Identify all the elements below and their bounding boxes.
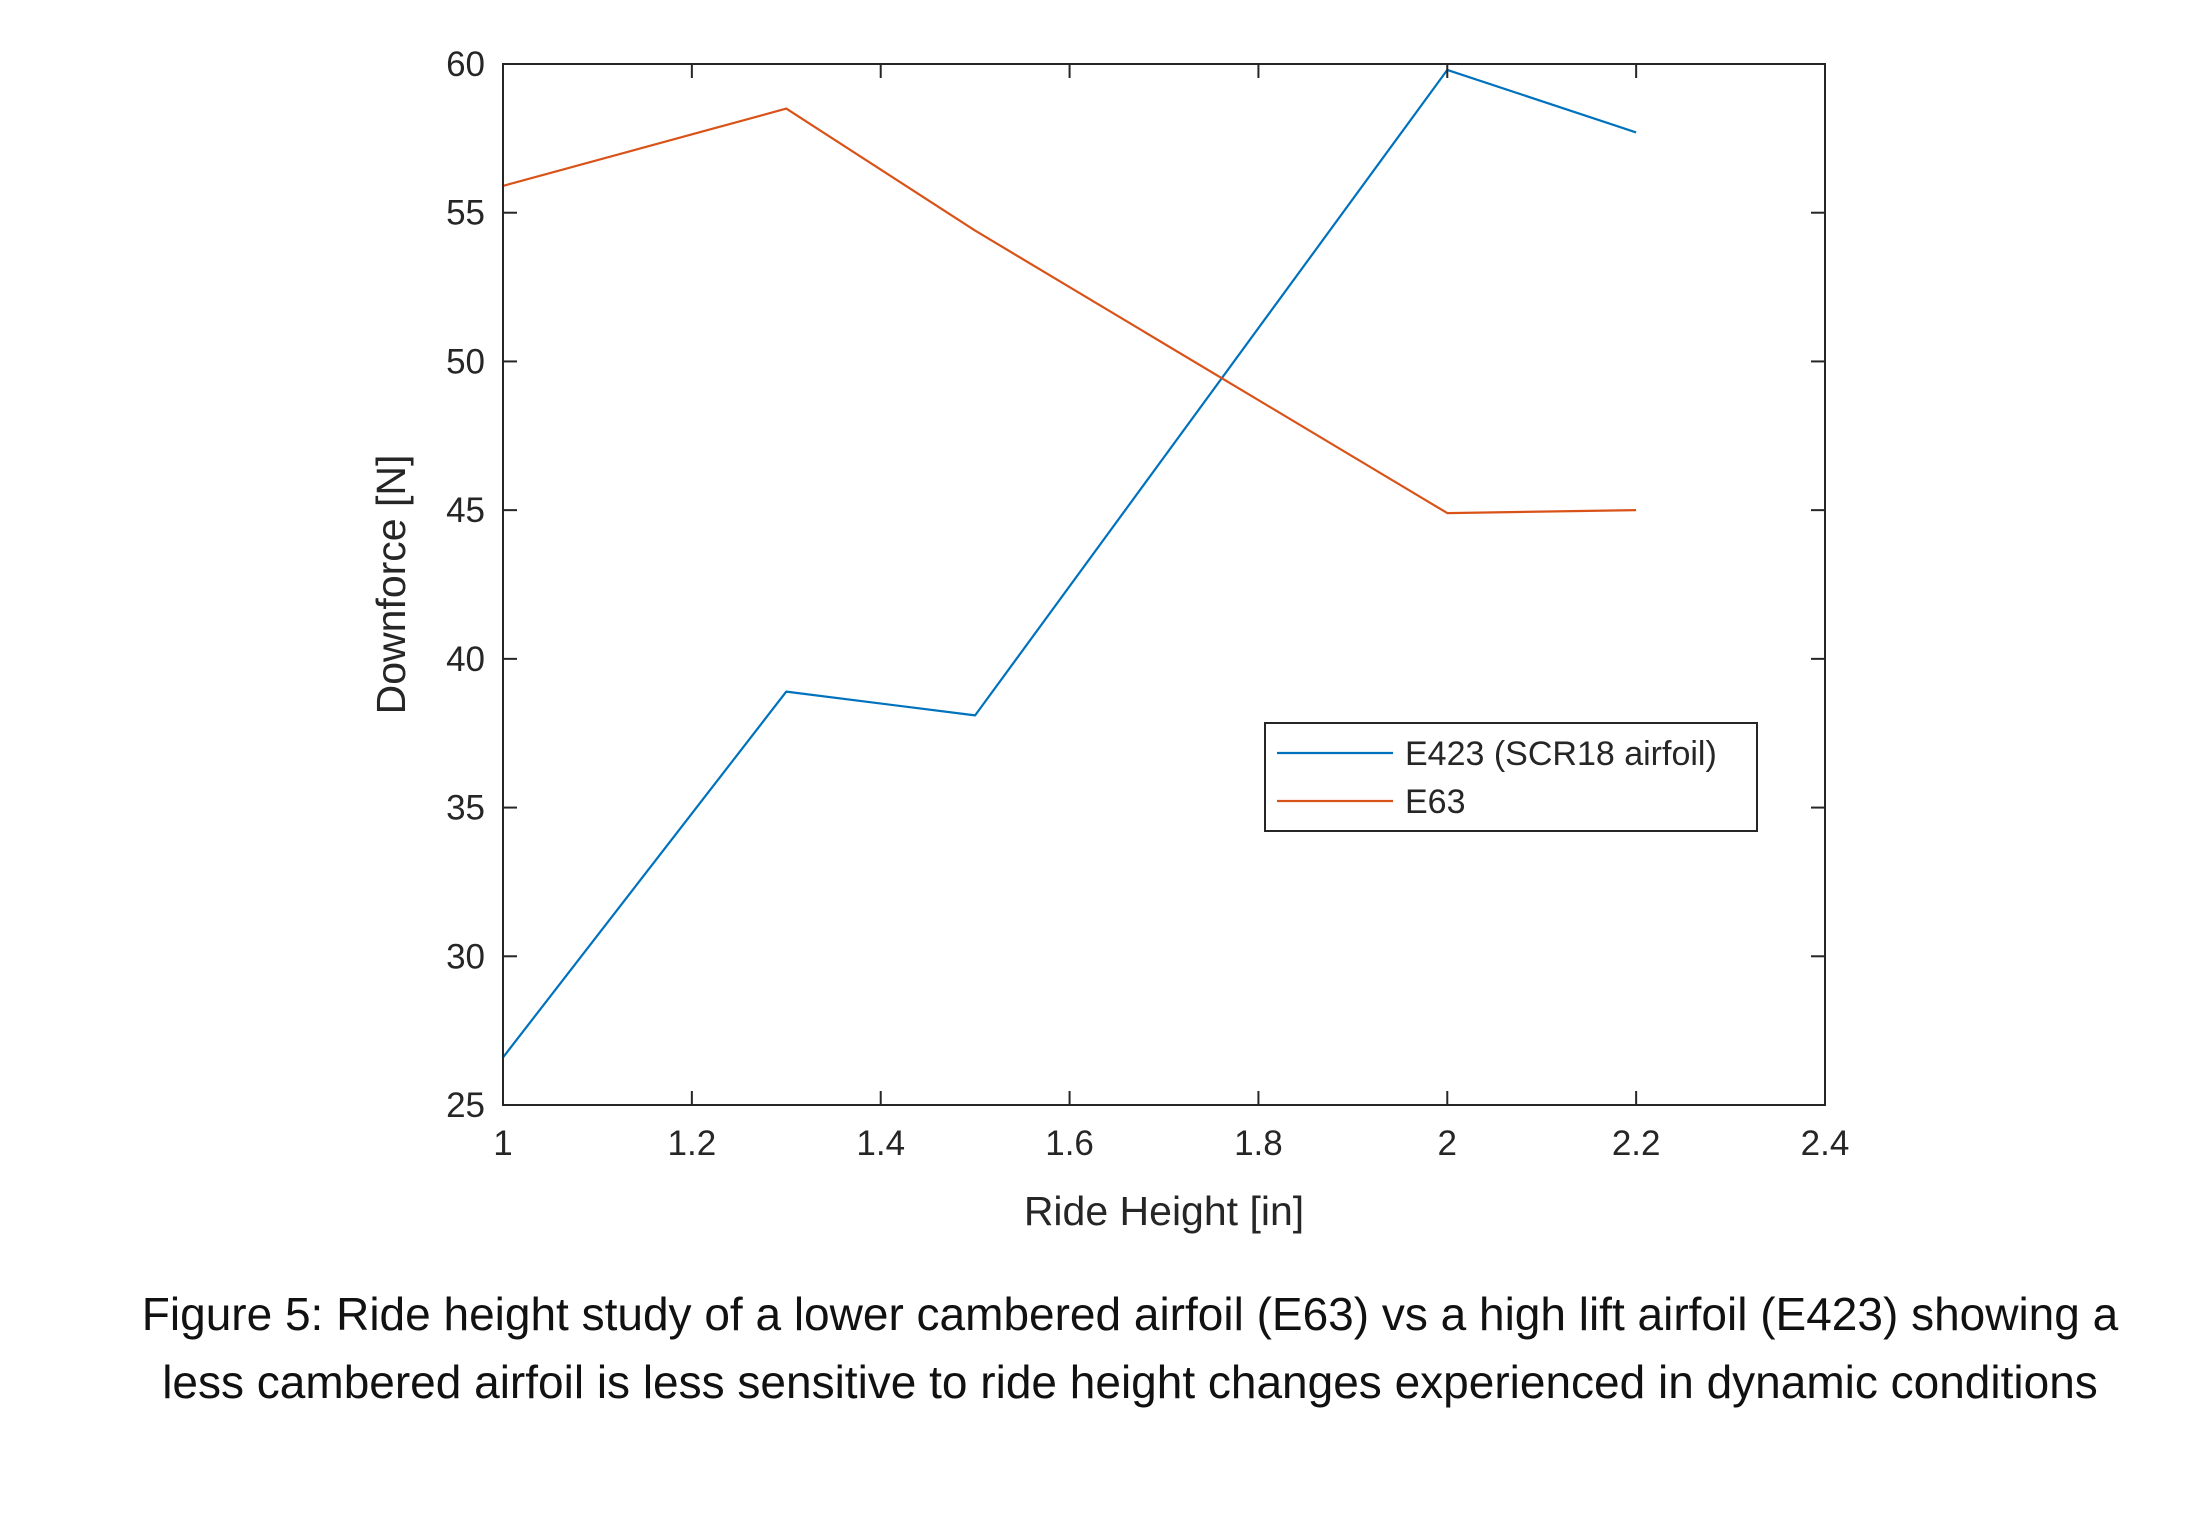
legend-label: E423 (SCR18 airfoil) bbox=[1405, 735, 1717, 773]
x-tick-label: 2.4 bbox=[1801, 1124, 1850, 1163]
series-line-e63 bbox=[502, 107, 1637, 515]
x-tick-label: 1.6 bbox=[1045, 1124, 1094, 1163]
x-tick-label: 2.2 bbox=[1612, 1124, 1661, 1163]
legend: E423 (SCR18 airfoil) E63 bbox=[1264, 722, 1758, 832]
figure-caption: Figure 5: Ride height study of a lower c… bbox=[141, 1288, 2119, 1408]
x-tick-label: 1.8 bbox=[1234, 1124, 1283, 1163]
x-axis-label: Ride Height [in] bbox=[1024, 1188, 1304, 1234]
y-tick-label: 30 bbox=[446, 937, 485, 976]
x-tick-label: 2 bbox=[1438, 1124, 1457, 1163]
y-tick-label: 50 bbox=[446, 342, 485, 381]
y-tick-label: 55 bbox=[446, 194, 485, 233]
y-tick-label: 60 bbox=[446, 45, 485, 84]
x-tick-label: 1 bbox=[493, 1124, 512, 1163]
y-tick-label: 40 bbox=[446, 640, 485, 679]
axes-box bbox=[502, 63, 1826, 1106]
legend-box bbox=[1264, 722, 1758, 832]
series-layer bbox=[502, 68, 1637, 1059]
plot-area bbox=[503, 64, 1825, 1105]
y-axis-label: Downforce [N] bbox=[368, 455, 414, 715]
y-tick-label: 45 bbox=[446, 491, 485, 530]
y-tick-label: 35 bbox=[446, 789, 485, 828]
axes-layer: 1 1.2 1.4 1.6 1.8 2 2.2 2.4 25 30 35 40 45 50 55 60 bbox=[446, 45, 1849, 1163]
x-tick-label: 1.4 bbox=[856, 1124, 905, 1163]
series-line-e423 bbox=[502, 68, 1637, 1059]
y-tick-label: 25 bbox=[446, 1086, 485, 1125]
x-tick-label: 1.2 bbox=[668, 1124, 717, 1163]
legend-label: E63 bbox=[1405, 783, 1466, 821]
plot-background bbox=[503, 64, 1825, 1105]
